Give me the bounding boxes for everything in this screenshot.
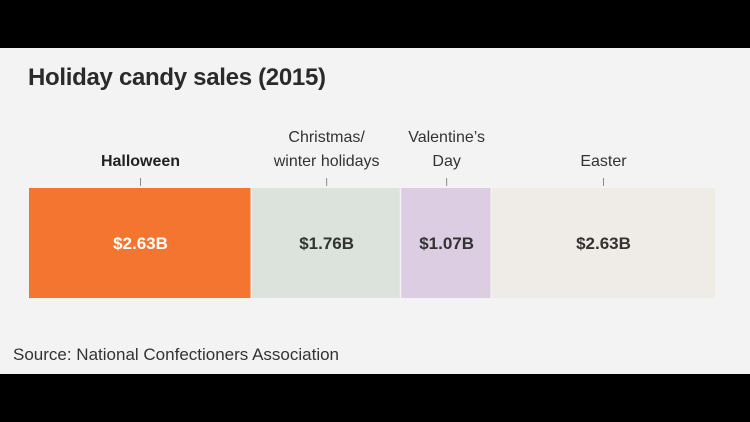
chart-title: Holiday candy sales (2015) [28, 64, 326, 91]
category-label-christmas: Christmas/winter holidays [273, 129, 380, 170]
stacked-bar-chart: Halloween $2.63B Christmas/winter holidays… [29, 129, 715, 298]
chart-panel: Holiday candy sales (2015) Halloween $2.6… [0, 48, 750, 374]
bar-segment-christmas [252, 188, 400, 298]
value-label-valentines: $1.07B [419, 234, 474, 253]
value-label-easter: $2.63B [576, 234, 631, 253]
bar-segment-halloween [29, 188, 251, 298]
bar-segment-easter [491, 188, 715, 298]
source-note: Source: National Confectioners Associati… [13, 345, 340, 364]
category-label-halloween: Halloween [101, 153, 180, 170]
value-label-christmas: $1.76B [299, 234, 354, 253]
value-label-halloween: $2.63B [113, 234, 168, 253]
category-label-valentines: Valentine’s Day [408, 129, 485, 170]
bar-segment-valentines [401, 188, 491, 298]
category-label-easter: Easter [580, 153, 627, 170]
